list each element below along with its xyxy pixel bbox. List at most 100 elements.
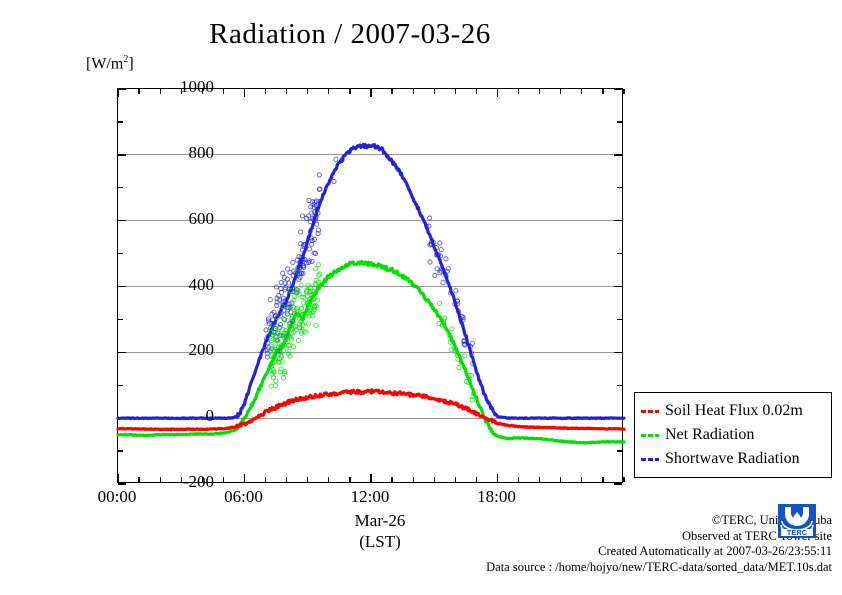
scatter-point: [466, 372, 472, 378]
scatter-point: [306, 305, 312, 311]
y-axis-tick-label: 1000: [180, 77, 214, 96]
x-axis-tick-major: [496, 89, 499, 97]
scatter-point: [303, 289, 309, 295]
scatter-point: [313, 214, 319, 220]
scatter-point: [302, 311, 308, 318]
gridline: [118, 220, 622, 222]
scatter-point: [316, 285, 322, 291]
x-axis-tick-minor: [412, 89, 414, 94]
x-axis-tick-minor: [539, 477, 541, 482]
scatter-point: [298, 229, 304, 235]
scatter-point: [300, 322, 306, 328]
scatter-point: [313, 198, 320, 204]
scatter-point: [460, 314, 466, 321]
scatter-point: [278, 290, 285, 296]
legend-line-sample-icon: [641, 409, 659, 413]
scatter-point: [447, 339, 453, 345]
scatter-point: [282, 280, 288, 286]
scatter-point: [431, 240, 437, 246]
scatter-point: [470, 361, 476, 367]
x-axis-tick-minor: [138, 477, 140, 482]
scatter-point: [279, 359, 285, 365]
scatter-point: [315, 230, 321, 237]
y-axis-tick-major: [614, 220, 622, 222]
y-axis-tick-major: [118, 285, 126, 288]
scatter-point: [439, 322, 445, 328]
scatter-point: [273, 284, 280, 290]
scatter-point: [427, 259, 433, 265]
scatter-point: [281, 348, 287, 354]
scatter-point: [438, 247, 444, 253]
scatter-point: [277, 322, 283, 328]
footer-observation-site: Observed at TERC Tower site: [681, 528, 832, 543]
x-axis-tick-minor: [602, 89, 604, 94]
scatter-point: [310, 288, 316, 294]
scatter-point: [274, 302, 280, 308]
scatter-point: [312, 209, 318, 215]
series-line-net-radiation: [116, 259, 626, 445]
scatter-point: [437, 300, 443, 306]
y-axis-tick-major: [118, 88, 126, 90]
scatter-point: [462, 353, 468, 359]
scatter-point: [286, 280, 292, 286]
legend-line-sample-icon: [641, 433, 659, 437]
scatter-point: [315, 297, 321, 303]
scatter-point: [306, 213, 312, 219]
y-axis-tick-minor: [617, 121, 622, 123]
scatter-point: [286, 348, 292, 354]
scatter-point: [284, 334, 290, 340]
y-axis-tick-label: 400: [188, 274, 215, 294]
scatter-point: [433, 245, 439, 251]
x-axis-tick-minor: [286, 477, 288, 482]
scatter-point: [456, 365, 462, 371]
scatter-point: [280, 270, 286, 276]
scatter-point: [299, 316, 306, 322]
legend-item-shortwave-radiation: Shortwave Radiation: [641, 447, 826, 471]
x-axis-tick-major: [117, 474, 119, 482]
scatter-point: [281, 274, 287, 280]
x-axis-tick-major: [496, 474, 499, 482]
scatter-point: [465, 379, 471, 386]
scatter-point: [297, 262, 303, 268]
scatter-point: [269, 360, 276, 367]
scatter-point: [454, 301, 461, 307]
scatter-point: [264, 336, 270, 342]
scatter-point: [316, 272, 322, 278]
scatter-point: [311, 250, 317, 256]
x-axis-tick-minor: [307, 477, 309, 482]
scatter-point: [271, 375, 277, 381]
footer-data-source: Data source : /home/hojyo/new/TERC-data/…: [486, 559, 832, 574]
scatter-point: [310, 296, 316, 302]
scatter-point: [462, 342, 468, 348]
y-axis-tick-minor: [617, 318, 622, 320]
x-axis-tick-major: [243, 474, 246, 482]
scatter-point: [289, 330, 295, 336]
y-axis-tick-minor: [118, 252, 123, 255]
scatter-point: [267, 297, 273, 303]
scatter-point: [331, 178, 337, 184]
scatter-point: [312, 266, 319, 272]
scatter-point: [265, 318, 271, 324]
scatter-point: [306, 197, 312, 204]
scatter-point: [298, 282, 304, 288]
scatter-point: [278, 353, 284, 359]
scatter-point: [471, 390, 477, 396]
y-axis-tick-label: 0: [205, 406, 215, 426]
scatter-point: [437, 240, 443, 246]
x-axis-tick-minor: [433, 477, 435, 482]
scatter-point: [452, 301, 458, 307]
scatter-point: [269, 344, 275, 350]
scatter-point: [292, 324, 299, 330]
scatter-point: [283, 285, 289, 291]
y-axis-tick-minor: [617, 384, 622, 386]
scatter-point: [306, 246, 312, 252]
legend-label: Shortwave Radiation: [665, 450, 800, 467]
scatter-point: [291, 294, 297, 300]
scatter-point: [309, 313, 315, 319]
scatter-point: [298, 254, 304, 260]
scatter-point: [280, 326, 286, 333]
scatter-point: [290, 259, 296, 266]
legend: Soil Heat Flux 0.02m Net Radiation Short…: [634, 392, 832, 478]
x-axis-tick-label: 12:00: [350, 487, 390, 506]
scatter-point: [306, 310, 312, 316]
